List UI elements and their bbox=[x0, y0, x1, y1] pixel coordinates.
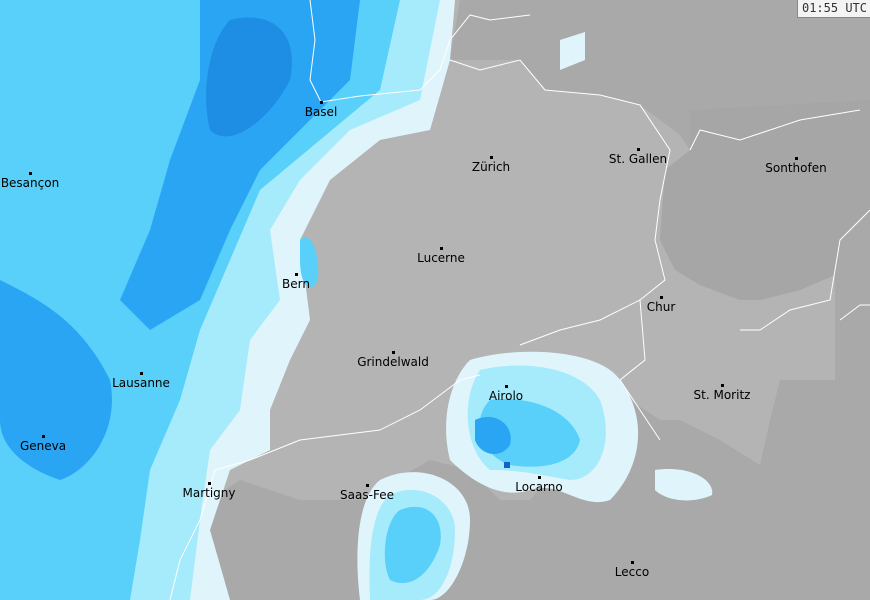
germany-region bbox=[450, 0, 870, 110]
city-label: Martigny bbox=[182, 486, 236, 500]
city-label: Chur bbox=[646, 300, 676, 314]
city-label: Geneva bbox=[19, 439, 67, 453]
city-label: St. Moritz bbox=[693, 388, 751, 402]
precip-intense-cell bbox=[504, 462, 510, 468]
city-label: St. Gallen bbox=[608, 152, 668, 166]
city-label: Besançon bbox=[0, 176, 60, 190]
city-dot bbox=[42, 435, 45, 438]
city-label: Airolo bbox=[488, 389, 524, 403]
precip-very-heavy bbox=[206, 17, 292, 137]
city-dot bbox=[29, 172, 32, 175]
city-label: Lausanne bbox=[112, 376, 170, 390]
city-dot bbox=[140, 372, 143, 375]
timestamp: 01:55 UTC bbox=[796, 0, 870, 18]
austria-region bbox=[660, 100, 870, 300]
city-label: Lecco bbox=[614, 565, 650, 579]
city-label: Bern bbox=[282, 277, 310, 291]
city-dot bbox=[721, 384, 724, 387]
city-label: Sonthofen bbox=[765, 161, 827, 175]
city-dot bbox=[538, 476, 541, 479]
city-dot bbox=[490, 156, 493, 159]
precip-heavy bbox=[0, 0, 511, 480]
borders bbox=[169, 0, 870, 600]
city-label: Zürich bbox=[471, 160, 511, 174]
city-dot bbox=[637, 148, 640, 151]
city-label: Grindelwald bbox=[357, 355, 429, 369]
city-dot bbox=[295, 273, 298, 276]
city-dot bbox=[208, 482, 211, 485]
city-label: Basel bbox=[304, 105, 338, 119]
city-dot bbox=[392, 351, 395, 354]
city-label: Locarno bbox=[515, 480, 563, 494]
city-dot bbox=[631, 561, 634, 564]
city-label: Saas-Fee bbox=[340, 488, 394, 502]
city-dot bbox=[440, 247, 443, 250]
city-dot bbox=[795, 157, 798, 160]
city-dot bbox=[505, 385, 508, 388]
city-dot bbox=[320, 101, 323, 104]
city-dot bbox=[660, 296, 663, 299]
city-label: Lucerne bbox=[417, 251, 465, 265]
city-dot bbox=[366, 484, 369, 487]
